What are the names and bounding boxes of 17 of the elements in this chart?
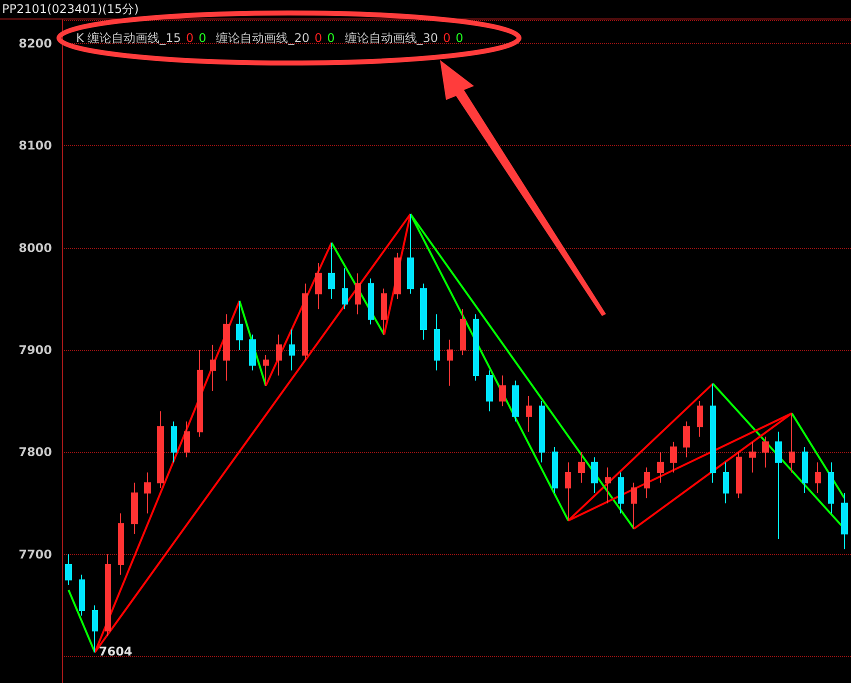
y-tick-label: 7900 <box>18 342 52 357</box>
y-tick-label: 7700 <box>18 547 52 562</box>
y-tick-label: 8200 <box>18 36 52 50</box>
annotation: 0 <box>327 31 335 45</box>
chart-title: PP2101(023401)(15分) <box>2 2 139 16</box>
annotation: 0 <box>443 31 451 45</box>
annotation: 7604 <box>98 644 132 658</box>
y-tick-label: 7800 <box>18 445 52 460</box>
annotation: 缠论自动画线_20 <box>216 31 310 45</box>
annotation: 缠论自动画线_30 <box>344 31 438 45</box>
annotation: 0 <box>198 31 206 45</box>
annotation: K 缠论自动画线_15 <box>76 31 181 45</box>
y-tick-label: 8100 <box>18 138 52 153</box>
y-tick-label: 8000 <box>18 240 52 255</box>
annotation: 0 <box>456 31 464 45</box>
annotation: 0 <box>186 31 194 45</box>
annotation: 0 <box>314 31 322 45</box>
